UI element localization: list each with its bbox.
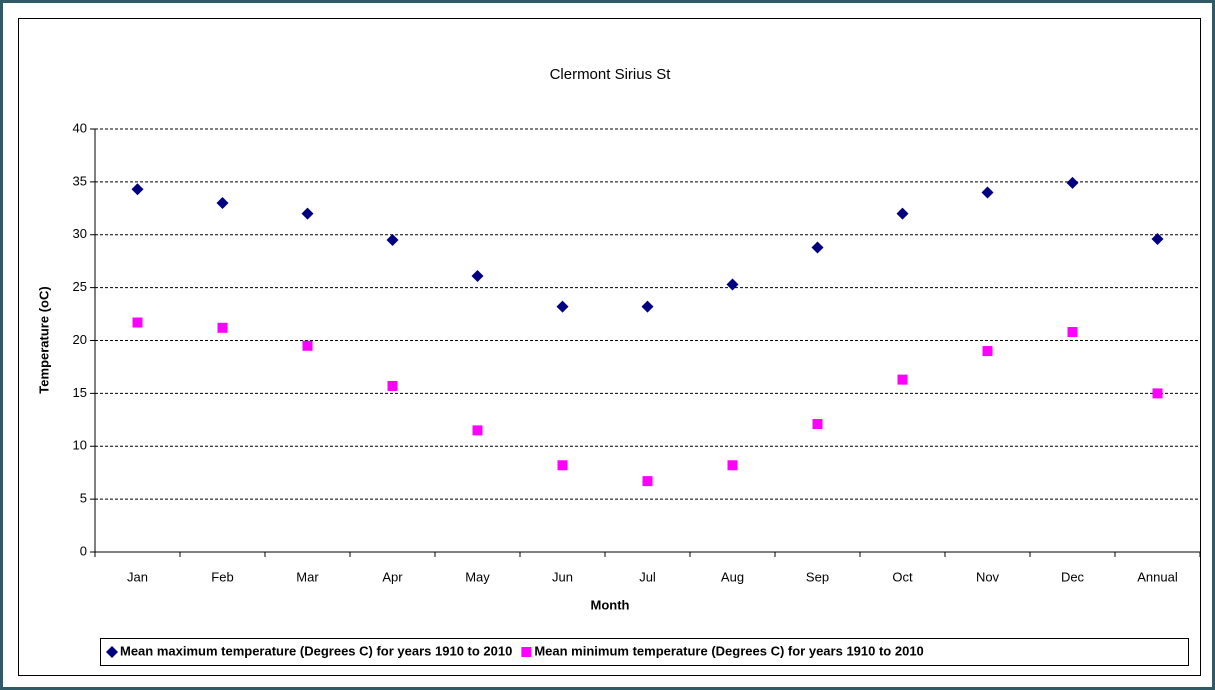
x-tick-label: Aug bbox=[721, 569, 744, 584]
x-tick-label: Mar bbox=[296, 569, 319, 584]
point bbox=[1067, 327, 1078, 338]
point bbox=[1152, 388, 1163, 399]
x-tick-label: Sep bbox=[806, 569, 829, 584]
x-tick-label: Jul bbox=[639, 569, 656, 584]
y-tick-label: 15 bbox=[73, 385, 87, 400]
x-tick-label: Oct bbox=[892, 569, 913, 584]
point bbox=[811, 241, 824, 254]
point bbox=[641, 300, 654, 313]
x-axis-title: Month bbox=[591, 597, 630, 612]
y-tick-label: 25 bbox=[73, 279, 87, 294]
legend bbox=[100, 638, 1189, 666]
point bbox=[896, 207, 909, 220]
y-tick-label: 40 bbox=[73, 120, 87, 135]
point bbox=[982, 346, 993, 357]
point bbox=[471, 269, 484, 282]
x-tick-label: Apr bbox=[382, 569, 403, 584]
chart-area bbox=[18, 18, 1201, 676]
x-tick-label: Dec bbox=[1061, 569, 1085, 584]
point bbox=[106, 646, 118, 658]
point bbox=[387, 380, 398, 391]
point bbox=[556, 300, 569, 313]
point bbox=[386, 234, 399, 247]
y-tick-label: 5 bbox=[80, 491, 87, 506]
point bbox=[472, 425, 483, 436]
point bbox=[1151, 232, 1164, 245]
x-tick-label: Jan bbox=[127, 569, 148, 584]
x-tick-label: Feb bbox=[211, 569, 233, 584]
point bbox=[217, 322, 228, 333]
x-tick-label: Jun bbox=[552, 569, 573, 584]
point bbox=[301, 207, 314, 220]
y-axis-title: Temperature (oC) bbox=[36, 286, 51, 393]
y-tick-label: 10 bbox=[73, 438, 87, 453]
x-tick-label: Nov bbox=[976, 569, 1000, 584]
y-tick-label: 20 bbox=[73, 332, 87, 347]
point bbox=[812, 419, 823, 430]
point bbox=[981, 186, 994, 199]
chart-title: Clermont Sirius St bbox=[550, 66, 672, 83]
point bbox=[642, 476, 653, 487]
point bbox=[132, 317, 143, 328]
point bbox=[521, 647, 532, 657]
y-tick-label: 35 bbox=[73, 173, 87, 188]
point bbox=[897, 374, 908, 385]
x-tick-label: Annual bbox=[1137, 569, 1178, 584]
point bbox=[726, 278, 739, 291]
legend-label: Mean minimum temperature (Degrees C) for… bbox=[534, 643, 923, 658]
y-tick-label: 0 bbox=[80, 543, 87, 558]
y-tick-label: 30 bbox=[73, 226, 87, 241]
point bbox=[1066, 176, 1079, 189]
legend-label: Mean maximum temperature (Degrees C) for… bbox=[120, 643, 512, 658]
x-tick-label: May bbox=[465, 569, 490, 584]
point bbox=[727, 460, 738, 471]
point bbox=[302, 340, 313, 351]
point bbox=[131, 183, 144, 196]
point bbox=[557, 460, 568, 471]
point bbox=[216, 197, 229, 210]
